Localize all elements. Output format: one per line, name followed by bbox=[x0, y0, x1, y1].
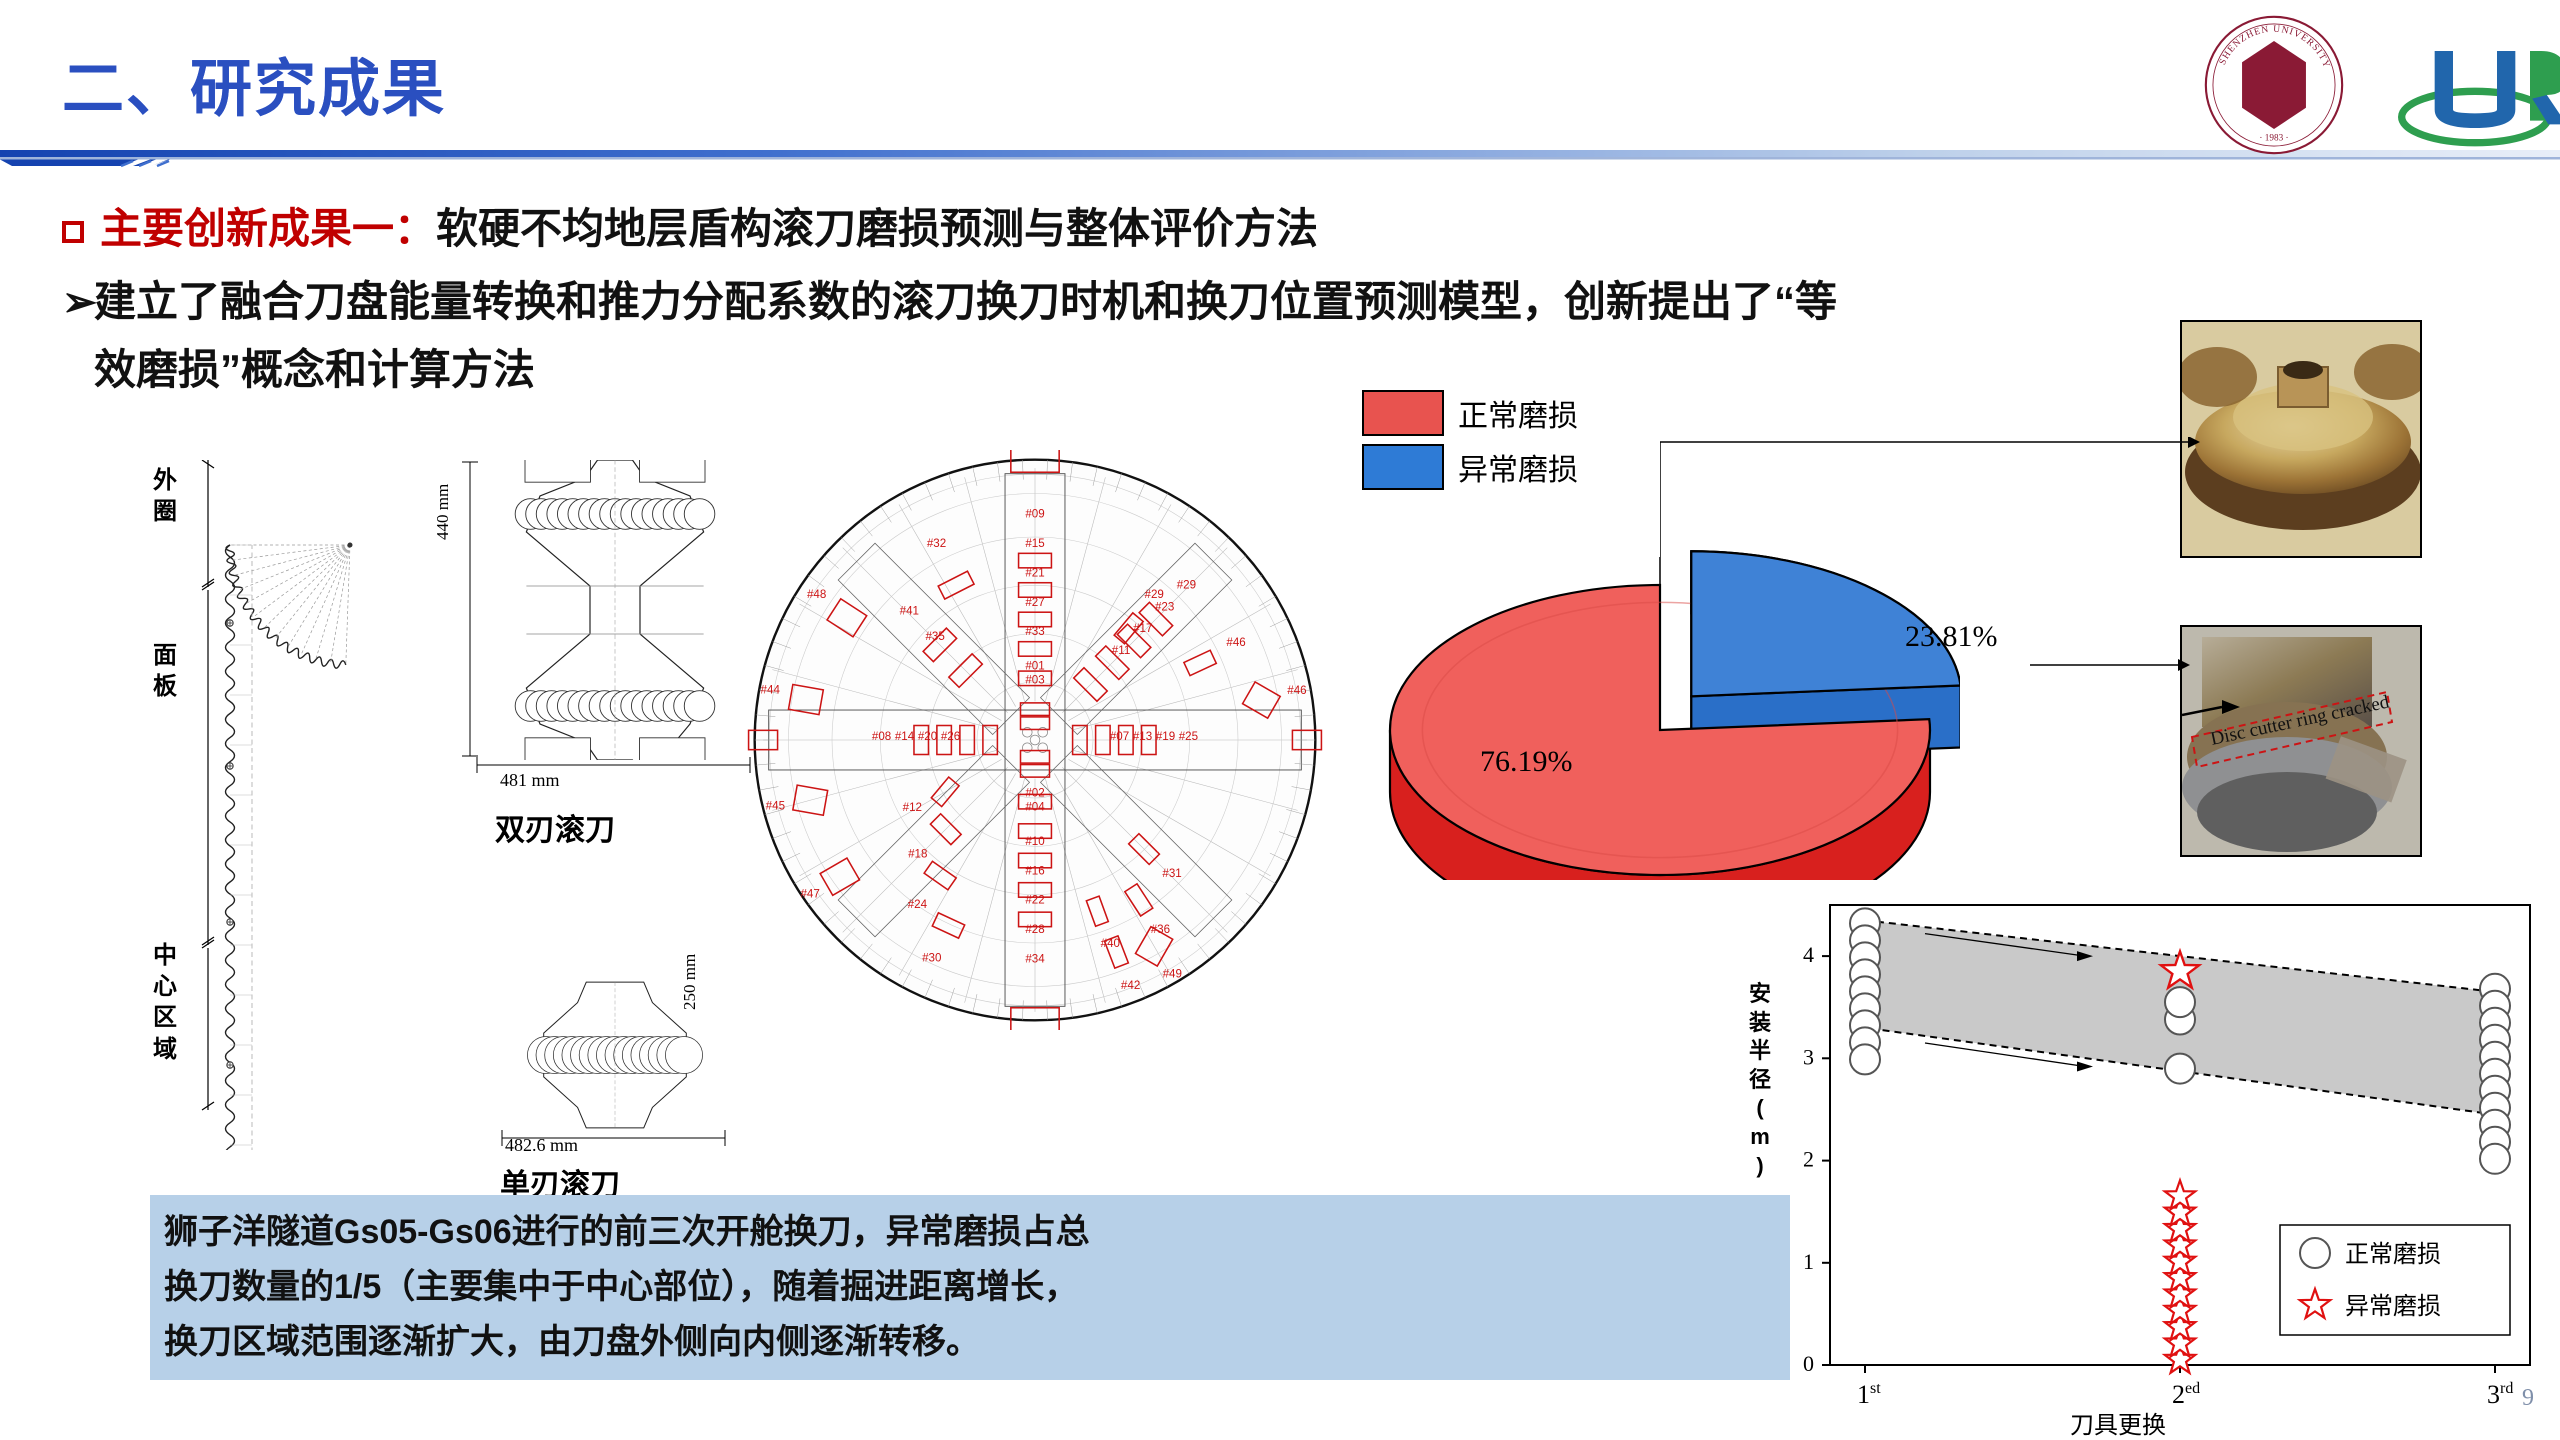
svg-text:#30: #30 bbox=[922, 951, 941, 964]
svg-text:#28: #28 bbox=[1025, 923, 1044, 936]
svg-text:3rd: 3rd bbox=[2487, 1380, 2513, 1409]
svg-text:#04: #04 bbox=[1025, 800, 1045, 813]
svg-text:#26: #26 bbox=[941, 730, 960, 743]
svg-text:#42: #42 bbox=[1121, 979, 1140, 992]
svg-text:#20: #20 bbox=[918, 730, 937, 743]
svg-text:1: 1 bbox=[1803, 1249, 1814, 1274]
svg-text:#45: #45 bbox=[766, 800, 785, 813]
svg-text:#29: #29 bbox=[1145, 588, 1164, 601]
svg-text:2: 2 bbox=[1803, 1147, 1814, 1172]
svg-text:#46: #46 bbox=[1287, 684, 1306, 697]
svg-text:#09: #09 bbox=[1025, 507, 1044, 520]
svg-text:正常磨损: 正常磨损 bbox=[2345, 1241, 2441, 1268]
svg-text:#36: #36 bbox=[1151, 923, 1170, 936]
svg-text:1st: 1st bbox=[1857, 1380, 1881, 1409]
svg-text:#03: #03 bbox=[1025, 674, 1044, 687]
svg-text:0: 0 bbox=[1803, 1351, 1814, 1376]
svg-text:#01: #01 bbox=[1025, 660, 1044, 673]
svg-text:#25: #25 bbox=[1179, 730, 1198, 743]
svg-text:#19: #19 bbox=[1156, 730, 1175, 743]
svg-text:3: 3 bbox=[1803, 1044, 1814, 1069]
svg-text:#31: #31 bbox=[1162, 867, 1181, 880]
svg-text:#18: #18 bbox=[908, 847, 927, 860]
svg-text:#49: #49 bbox=[1163, 968, 1182, 981]
svg-text:#15: #15 bbox=[1025, 537, 1044, 550]
svg-text:#24: #24 bbox=[908, 898, 928, 911]
svg-text:#07: #07 bbox=[1110, 730, 1129, 743]
svg-text:#16: #16 bbox=[1025, 864, 1044, 877]
svg-text:#10: #10 bbox=[1025, 835, 1044, 848]
svg-text:#08: #08 bbox=[872, 730, 891, 743]
svg-text:#13: #13 bbox=[1133, 730, 1152, 743]
svg-text:#40: #40 bbox=[1101, 937, 1120, 950]
svg-text:#48: #48 bbox=[807, 588, 826, 601]
svg-text:#46: #46 bbox=[1226, 636, 1245, 649]
svg-text:#34: #34 bbox=[1025, 953, 1045, 966]
svg-text:#02: #02 bbox=[1025, 786, 1044, 799]
svg-text:#22: #22 bbox=[1025, 894, 1044, 907]
svg-text:异常磨损: 异常磨损 bbox=[2345, 1293, 2441, 1320]
svg-text:#29: #29 bbox=[1177, 579, 1196, 592]
svg-text:#32: #32 bbox=[927, 537, 946, 550]
svg-text:#47: #47 bbox=[800, 887, 819, 900]
svg-text:#44: #44 bbox=[761, 683, 781, 696]
svg-text:4: 4 bbox=[1803, 942, 1814, 967]
svg-text:#14: #14 bbox=[895, 730, 915, 743]
svg-text:#12: #12 bbox=[903, 801, 922, 814]
svg-text:#41: #41 bbox=[900, 604, 919, 617]
svg-text:· 1983 ·: · 1983 · bbox=[2259, 132, 2288, 142]
svg-text:2ed: 2ed bbox=[2172, 1380, 2200, 1409]
